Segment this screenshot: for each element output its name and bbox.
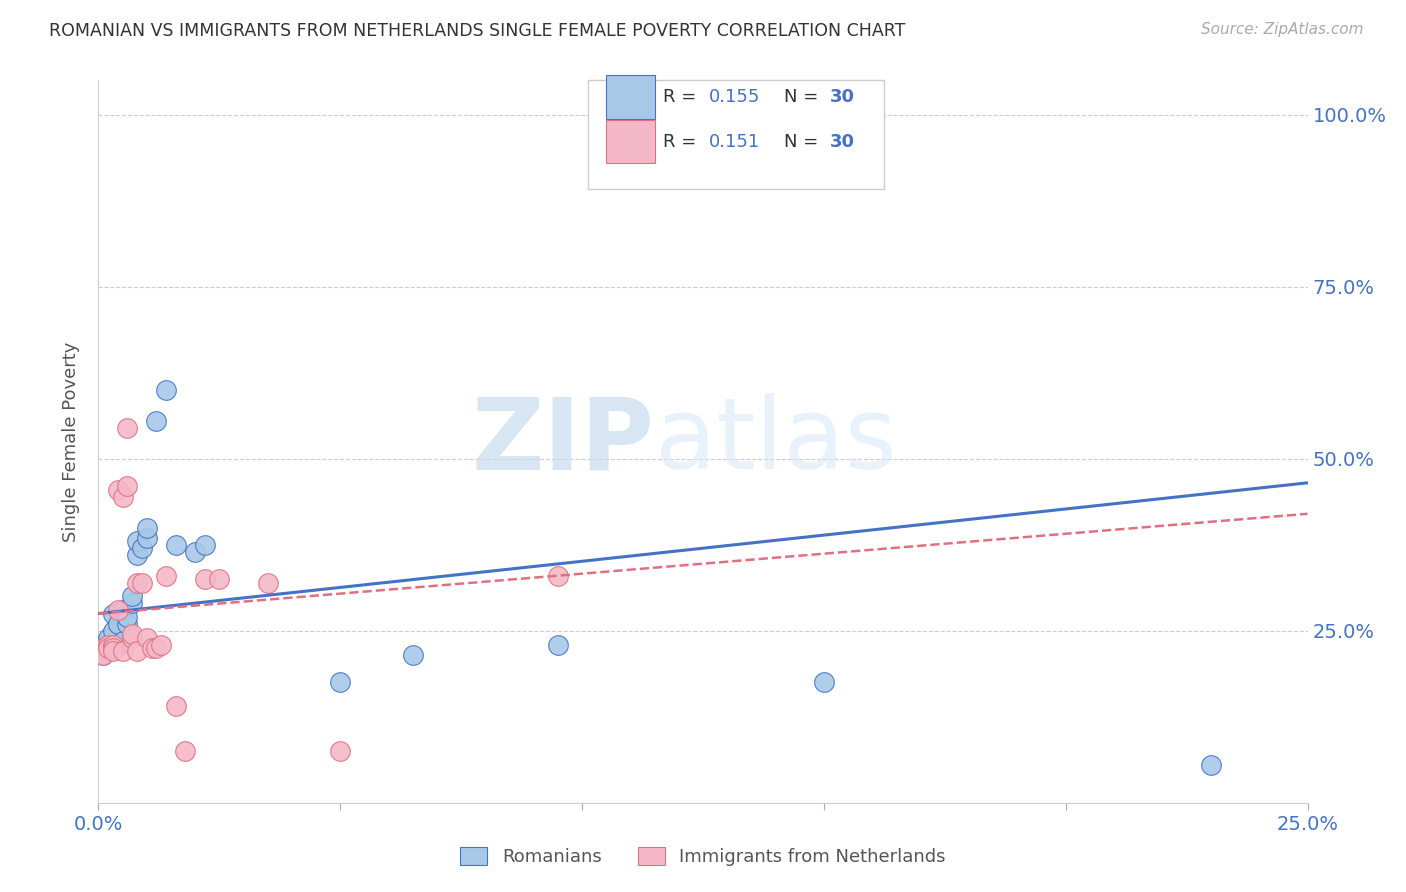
Point — [91, 648, 114, 662]
Point — [117, 479, 139, 493]
Point — [101, 640, 124, 655]
Point — [111, 603, 134, 617]
Point — [111, 634, 134, 648]
Point — [127, 575, 149, 590]
Point — [256, 575, 278, 590]
Point — [91, 638, 114, 652]
Point — [121, 631, 143, 645]
Point — [155, 568, 177, 582]
Text: ROMANIAN VS IMMIGRANTS FROM NETHERLANDS SINGLE FEMALE POVERTY CORRELATION CHART: ROMANIAN VS IMMIGRANTS FROM NETHERLANDS … — [49, 22, 905, 40]
Point — [194, 538, 217, 552]
Text: 30: 30 — [830, 88, 855, 106]
Text: R =: R = — [664, 88, 702, 106]
Text: Source: ZipAtlas.com: Source: ZipAtlas.com — [1201, 22, 1364, 37]
Point — [131, 541, 153, 556]
Point — [127, 548, 149, 562]
Point — [117, 421, 139, 435]
FancyBboxPatch shape — [606, 75, 655, 119]
Point — [121, 627, 143, 641]
Point — [101, 624, 124, 638]
Point — [91, 648, 114, 662]
Point — [141, 640, 163, 655]
FancyBboxPatch shape — [606, 120, 655, 163]
Point — [150, 638, 173, 652]
Point — [111, 644, 134, 658]
Point — [329, 744, 352, 758]
Text: atlas: atlas — [655, 393, 896, 490]
Point — [547, 568, 569, 582]
Point — [97, 631, 120, 645]
Point — [111, 490, 134, 504]
Point — [101, 644, 124, 658]
Text: 0.151: 0.151 — [709, 133, 761, 151]
Text: R =: R = — [664, 133, 702, 151]
Point — [127, 644, 149, 658]
Point — [131, 575, 153, 590]
Point — [208, 572, 231, 586]
Text: N =: N = — [785, 88, 824, 106]
Text: N =: N = — [785, 133, 824, 151]
Point — [101, 638, 124, 652]
Point — [97, 638, 120, 652]
Point — [135, 531, 157, 545]
Point — [107, 603, 129, 617]
FancyBboxPatch shape — [588, 80, 884, 189]
Point — [194, 572, 217, 586]
Text: 30: 30 — [830, 133, 855, 151]
Point — [165, 538, 187, 552]
Point — [402, 648, 425, 662]
Point — [174, 744, 197, 758]
Point — [1199, 758, 1222, 772]
Point — [121, 596, 143, 610]
Point — [184, 544, 207, 558]
Point — [107, 616, 129, 631]
Point — [91, 640, 114, 655]
Legend: Romanians, Immigrants from Netherlands: Romanians, Immigrants from Netherlands — [453, 839, 953, 873]
Point — [127, 534, 149, 549]
Text: ZIP: ZIP — [472, 393, 655, 490]
Point — [329, 675, 352, 690]
Text: 0.155: 0.155 — [709, 88, 761, 106]
Point — [135, 520, 157, 534]
Point — [107, 638, 129, 652]
Point — [547, 638, 569, 652]
Point — [107, 483, 129, 497]
Y-axis label: Single Female Poverty: Single Female Poverty — [62, 342, 80, 541]
Point — [97, 638, 120, 652]
Point — [101, 640, 124, 655]
Point — [97, 640, 120, 655]
Point — [117, 616, 139, 631]
Point — [813, 675, 835, 690]
Point — [165, 699, 187, 714]
Point — [155, 383, 177, 397]
Point — [117, 610, 139, 624]
Point — [145, 414, 167, 428]
Point — [135, 631, 157, 645]
Point — [145, 640, 167, 655]
Point — [101, 607, 124, 621]
Point — [121, 590, 143, 604]
